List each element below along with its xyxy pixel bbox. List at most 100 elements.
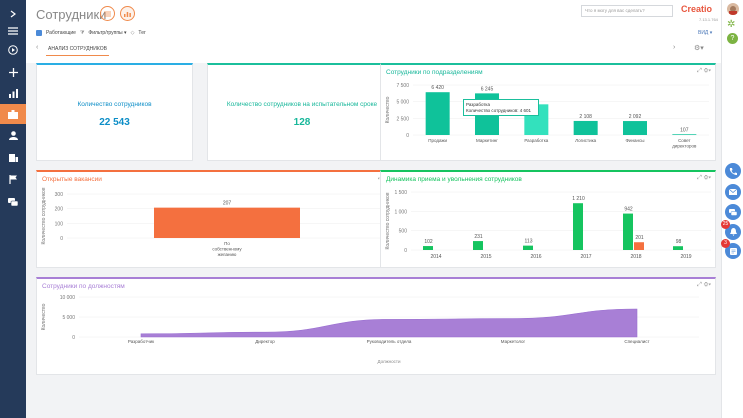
x-tick-label: Продажи: [428, 138, 447, 143]
bar: [672, 134, 697, 135]
data-label: 207: [223, 201, 232, 207]
y-tick-label: 1 000: [394, 209, 407, 215]
gear-icon[interactable]: ⚙▾: [694, 45, 704, 52]
tab-employee-analysis[interactable]: АНАЛИЗ СОТРУДНИКОВ: [46, 44, 109, 56]
bar: [573, 120, 598, 135]
y-axis-label: Количество сотрудников: [385, 192, 391, 249]
plus-icon[interactable]: [0, 62, 26, 82]
data-label: 107: [680, 127, 689, 133]
expand-icon[interactable]: ⤢ ⚙▾: [697, 175, 711, 181]
data-label: 6 420: [431, 85, 444, 91]
expand-icon[interactable]: ⤢ ⚙▾: [697, 68, 711, 74]
data-label: 6 245: [481, 86, 494, 92]
x-tick-label: Специалист: [624, 339, 649, 344]
x-tick-label: Маркетинг: [476, 138, 498, 143]
dashboard-tabs: ‹ АНАЛИЗ СОТРУДНИКОВ › ⚙▾: [36, 44, 716, 56]
chevron-right-icon[interactable]: ›: [673, 44, 676, 51]
right-panel: ✲ ? 25 3: [721, 0, 743, 418]
gear-icon[interactable]: ✲: [727, 19, 736, 30]
chart-icon[interactable]: [0, 83, 26, 103]
y-tick-label: 5 000: [396, 100, 409, 106]
avatar[interactable]: [727, 3, 739, 15]
feed-badge: 3: [721, 239, 730, 248]
tag-icon: ◇: [130, 30, 135, 36]
notifications-icon[interactable]: 25: [721, 220, 741, 240]
feed-icon[interactable]: 3: [721, 239, 741, 259]
working-filter-label[interactable]: Работающие: [46, 30, 76, 36]
x-tick-label: 2015: [480, 254, 491, 260]
y-tick-label: 100: [55, 221, 64, 227]
bar: [523, 245, 533, 250]
x-tick-label: 2018: [630, 254, 641, 260]
kpi-value: 22 543: [99, 117, 130, 128]
chart-tooltip: Разработка Количество сотрудников: 4 601: [463, 99, 539, 116]
chart-title: Сотрудники по должностям: [42, 283, 125, 290]
bar: [623, 213, 633, 250]
list-view-button[interactable]: [100, 6, 115, 21]
flag-icon[interactable]: [0, 169, 26, 189]
x-axis-label: Должности: [378, 359, 401, 364]
y-axis-label: Количество: [385, 96, 391, 123]
play-icon[interactable]: [0, 40, 26, 60]
working-checkbox[interactable]: [36, 30, 42, 36]
data-label: 2 108: [579, 114, 592, 120]
building-icon[interactable]: [0, 147, 26, 167]
x-tick-label: Разработка: [524, 138, 548, 143]
bar: [154, 207, 300, 238]
y-tick-label: 500: [399, 229, 408, 235]
expand-icon[interactable]: ⤢ ⚙▾: [697, 282, 711, 288]
x-tick-label: Совет: [678, 138, 691, 143]
chat-icon[interactable]: [0, 192, 26, 212]
chart-card-departments: Сотрудники по подразделениям ⤢ ⚙▾ 0 2 500…: [380, 63, 716, 161]
x-tick-label: 2016: [530, 254, 541, 260]
logo: Creatio: [681, 4, 713, 14]
y-tick-label: 0: [60, 236, 63, 242]
bar: [673, 246, 683, 250]
data-label: 231: [474, 234, 483, 240]
chevron-left-icon[interactable]: ‹: [36, 44, 39, 51]
analytics-view-button[interactable]: [120, 6, 135, 21]
help-icon[interactable]: ?: [727, 33, 738, 44]
chart-card-positions: Сотрудники по должностям ⤢ ⚙▾ 0 5 000 10 0…: [36, 277, 716, 375]
chat-icon[interactable]: [725, 204, 741, 220]
data-label: 201: [635, 235, 644, 241]
filter-groups-button[interactable]: Фильтр/группы ▾: [88, 30, 127, 36]
filter-icon: ⧩: [79, 30, 85, 36]
employees-section-icon[interactable]: [0, 104, 26, 124]
tooltip-value: Количество сотрудников: 4 601: [466, 108, 532, 113]
x-tick-label: 2017: [580, 254, 591, 260]
left-nav: [0, 0, 26, 418]
y-tick-label: 0: [406, 133, 409, 139]
bar: [425, 92, 450, 135]
search-input[interactable]: Что я могу для вас сделать?: [581, 5, 673, 17]
phone-icon[interactable]: [725, 163, 741, 179]
kpi-probation-employees: Количество сотрудников на испытательном …: [207, 63, 397, 161]
y-tick-label: 1 500: [394, 190, 407, 196]
kpi-label: Количество сотрудников на испытательном …: [226, 101, 378, 108]
x-tick-label: Логистика: [575, 138, 597, 143]
tag-button[interactable]: Тег: [138, 30, 146, 36]
x-tick-label: Руководитель отдела: [367, 339, 412, 344]
kpi-total-employees: Количество сотрудников 22 543: [36, 63, 193, 161]
x-tick-label: директоров: [672, 144, 697, 149]
menu-icon[interactable]: [0, 21, 26, 41]
bar: [573, 203, 583, 250]
email-icon[interactable]: [725, 184, 741, 200]
expand-icon[interactable]: [0, 4, 26, 24]
x-tick-label: 2019: [680, 254, 691, 260]
chart-title: Сотрудники по подразделениям: [386, 69, 483, 76]
data-label: 1 210: [572, 196, 585, 202]
data-label: 2 092: [629, 114, 642, 120]
tooltip-title: Разработка: [466, 102, 490, 107]
data-label: 102: [424, 239, 433, 245]
y-tick-label: 300: [55, 192, 64, 198]
bar: [423, 246, 433, 250]
chart-card-vacancies: Открытые вакансии ⤢ ⚙▾ 0100200300Количес…: [36, 170, 397, 268]
area-series: [140, 308, 638, 338]
page-header: Сотрудники Что я могу для вас сделать? C…: [26, 0, 721, 63]
chart-card-dynamics: Динамика приема и увольнения сотрудников…: [380, 170, 716, 268]
view-menu-button[interactable]: ВИД ▾: [698, 30, 713, 36]
person-icon[interactable]: [0, 125, 26, 145]
data-label: 98: [676, 239, 682, 245]
